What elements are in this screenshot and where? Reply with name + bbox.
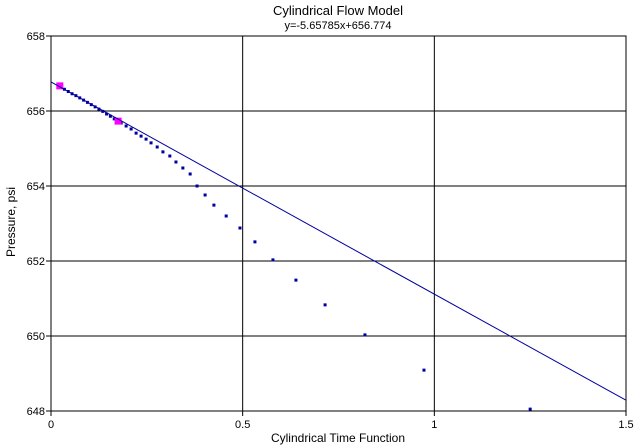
data-point	[271, 258, 275, 262]
data-point	[528, 407, 532, 411]
x-tick-label: 1.5	[618, 419, 633, 431]
x-tick-label: 0.5	[235, 419, 250, 431]
data-point	[224, 214, 228, 218]
chart-title: Cylindrical Flow Model	[273, 3, 403, 18]
data-point	[139, 134, 143, 138]
data-point	[323, 303, 327, 307]
data-point	[155, 145, 159, 149]
data-point	[112, 117, 116, 121]
plot-frame	[50, 35, 627, 412]
x-tick-label: 1	[431, 419, 437, 431]
data-point	[238, 226, 242, 230]
data-point	[422, 368, 426, 372]
fit-line	[50, 81, 627, 401]
chart-subtitle: y=-5.65785x+656.774	[284, 20, 391, 32]
y-axis-label: Pressure, psi	[4, 187, 18, 257]
y-tick-label: 652	[27, 256, 45, 268]
data-point	[363, 333, 367, 337]
data-point	[144, 137, 148, 141]
selected-point	[56, 82, 64, 90]
data-point	[174, 160, 178, 164]
y-tick-label: 656	[27, 106, 45, 118]
x-tick-label: 0	[48, 419, 54, 431]
y-tick-label: 650	[27, 331, 45, 343]
data-point	[108, 114, 112, 118]
y-tick-label: 654	[27, 181, 45, 193]
x-axis-label: Cylindrical Time Function	[271, 431, 405, 445]
data-point	[105, 112, 109, 116]
data-point	[203, 193, 207, 197]
data-point	[294, 278, 298, 282]
data-point	[101, 109, 105, 113]
data-point	[124, 124, 128, 128]
selected-point	[114, 117, 122, 125]
data-point	[212, 203, 216, 207]
y-tick-label: 658	[27, 31, 45, 43]
data-point	[161, 150, 165, 154]
data-point	[149, 141, 153, 145]
data-point	[253, 240, 257, 244]
data-point	[181, 166, 185, 170]
data-point	[195, 184, 199, 188]
data-point	[134, 131, 138, 135]
data-point	[97, 107, 101, 111]
data-point	[168, 154, 172, 158]
data-point	[188, 172, 192, 176]
data-point	[129, 127, 133, 131]
y-tick-label: 648	[27, 406, 45, 418]
